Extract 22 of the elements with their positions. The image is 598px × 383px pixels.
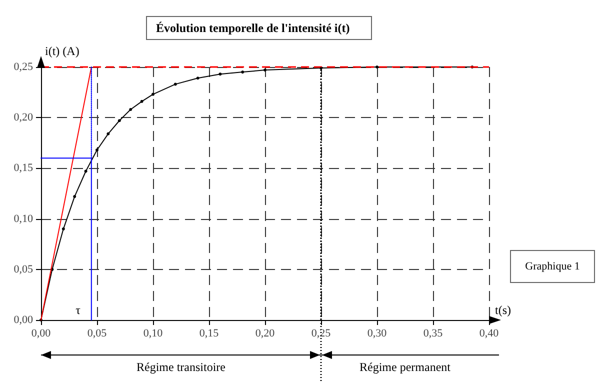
y-axis-title: i(t) (A) — [45, 44, 80, 58]
y-tick-label: 0,00 — [14, 314, 34, 326]
text: Graphique 1 — [525, 260, 580, 272]
x-tick-label: 0,20 — [255, 328, 276, 340]
x-tick-label: 0,40 — [479, 328, 500, 340]
x-tick-label: 0,30 — [367, 328, 388, 340]
text: Régime permanent — [360, 360, 452, 374]
y-tick-label: 0,05 — [14, 263, 34, 276]
x-tick-label: 0,00 — [31, 328, 52, 340]
x-tick-label: 0,25 — [311, 328, 332, 340]
chart-title: Évolution temporelle de l'intensité i(t) — [156, 21, 350, 35]
x-axis-title: t(s) — [495, 303, 511, 317]
y-tick-label: 0,25 — [14, 61, 34, 73]
y-tick-label: 0,15 — [14, 162, 34, 174]
x-tick-label: 0,35 — [423, 328, 444, 340]
y-tick-label: 0,10 — [14, 212, 34, 225]
text: Régime transitoire — [136, 360, 226, 374]
x-tick-label: 0,10 — [143, 328, 164, 340]
x-tick-label: 0,05 — [87, 328, 108, 340]
annotation: τ — [76, 303, 81, 317]
x-tick-label: 0,15 — [199, 328, 220, 340]
y-tick-label: 0,20 — [14, 112, 34, 124]
